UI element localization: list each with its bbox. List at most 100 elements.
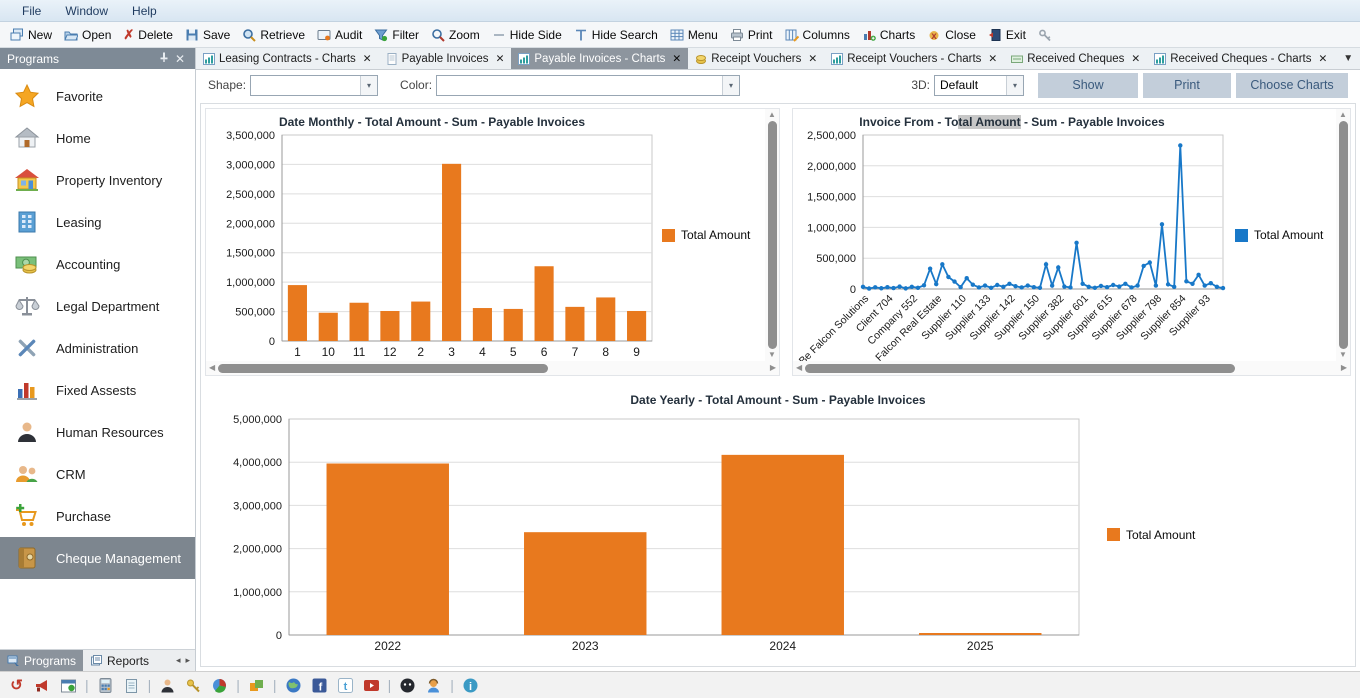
chevron-down-icon[interactable]: ▾ [1006,76,1023,95]
columns-button[interactable]: Columns [779,26,856,44]
tab-payable-invoices[interactable]: Payable Invoices ✕ [379,48,512,69]
layers-icon[interactable] [247,676,266,695]
pie-chart-icon[interactable] [210,676,229,695]
tab-close-icon[interactable]: ✕ [672,53,681,65]
sidebar-item-cheque-management[interactable]: Cheque Management [0,537,195,579]
tab-close-icon[interactable]: ✕ [496,53,505,65]
vertical-scrollbar[interactable]: ▲ ▼ [1336,109,1350,361]
sidebar-item-fixed-assets[interactable]: Fixed Assests [0,369,195,411]
retrieve-button[interactable]: Retrieve [236,26,311,44]
delete-button[interactable]: ✗ Delete [117,25,179,45]
scroll-up-icon[interactable]: ▲ [1339,111,1347,119]
menu-help[interactable]: Help [120,2,169,20]
scrollbar-thumb[interactable] [768,121,777,349]
info-icon[interactable]: i [461,676,480,695]
sidebar-item-administration[interactable]: Administration [0,327,195,369]
selected-text: tal Amount [958,115,1020,129]
scrollbar-thumb[interactable] [1339,121,1348,349]
scroll-right-icon[interactable]: ▶ [770,364,776,372]
scroll-left-icon[interactable]: ◀ [209,364,215,372]
scroll-left-icon[interactable]: ◀ [796,364,802,372]
vertical-scrollbar[interactable]: ▲ ▼ [765,109,779,361]
scrollbar-thumb[interactable] [218,364,548,373]
megaphone-icon[interactable] [33,676,52,695]
tab-close-icon[interactable]: ✕ [988,53,997,65]
chevron-down-icon[interactable]: ▾ [360,76,377,95]
chevron-down-icon[interactable]: ▾ [722,76,739,95]
support-agent-icon[interactable] [424,676,443,695]
scroll-right-icon[interactable]: ▶ [1341,364,1347,372]
sidebar-item-crm[interactable]: CRM [0,453,195,495]
notepad-icon[interactable] [122,676,141,695]
tab-payable-invoices-charts[interactable]: Payable Invoices - Charts ✕ [511,48,688,69]
calendar-icon[interactable] [59,676,78,695]
sidebar-item-home[interactable]: Home [0,117,195,159]
svg-text:0: 0 [276,630,282,642]
sidebar-item-leasing[interactable]: Leasing [0,201,195,243]
youtube-icon[interactable] [362,676,381,695]
tab-receipt-vouchers-charts[interactable]: Receipt Vouchers - Charts ✕ [824,48,1004,69]
threeD-combobox[interactable]: Default ▾ [934,75,1024,96]
hide-side-button[interactable]: Hide Side [486,26,568,44]
show-button[interactable]: Show [1038,73,1138,98]
save-button[interactable]: Save [179,26,236,44]
print-charts-button[interactable]: Print [1143,73,1231,98]
audit-screen-icon [317,28,331,42]
svg-text:1,500,000: 1,500,000 [226,248,275,260]
close-button[interactable]: x Close [921,26,982,44]
print-button[interactable]: Print [724,26,779,44]
menu-window[interactable]: Window [53,2,120,20]
tab-received-cheques[interactable]: Received Cheques ✕ [1004,48,1147,69]
tool-key-button[interactable] [1032,26,1058,44]
scroll-left-icon[interactable]: ◂ [176,655,181,666]
menu-file[interactable]: File [10,2,53,20]
calculator-icon[interactable] [96,676,115,695]
sidebar-item-legal-department[interactable]: Legal Department [0,285,195,327]
new-button[interactable]: New [4,26,58,44]
filter-button[interactable]: Filter [368,26,425,44]
close-panel-icon[interactable]: ✕ [172,52,188,66]
sidebar-item-human-resources[interactable]: Human Resources [0,411,195,453]
horizontal-scrollbar[interactable]: ◀ ▶ [793,361,1350,375]
globe-icon[interactable] [284,676,303,695]
charts-button[interactable]: Charts [856,26,921,44]
person-icon[interactable] [158,676,177,695]
scroll-down-icon[interactable]: ▼ [768,351,776,359]
sidebar-item-accounting[interactable]: Accounting [0,243,195,285]
tab-receipt-vouchers[interactable]: Receipt Vouchers ✕ [688,48,824,69]
zoom-button[interactable]: Zoom [425,26,486,44]
horizontal-scrollbar[interactable]: ◀ ▶ [206,361,779,375]
menu-button[interactable]: Menu [664,26,724,44]
messenger-icon[interactable] [398,676,417,695]
pin-icon[interactable] [156,51,172,66]
audit-button[interactable]: Audit [311,26,368,44]
twitter-icon[interactable]: t [336,676,355,695]
scrollbar-thumb[interactable] [805,364,1235,373]
tab-close-icon[interactable]: ✕ [808,53,817,65]
tab-close-icon[interactable]: ✕ [363,53,372,65]
hide-search-button[interactable]: Hide Search [568,26,664,44]
main-area: Programs ✕ Favorite Home Property Invent… [0,48,1360,671]
svg-text:2025: 2025 [967,639,994,653]
tab-close-icon[interactable]: ✕ [1318,53,1327,65]
sidebar-item-purchase[interactable]: Purchase [0,495,195,537]
tab-received-cheques-charts[interactable]: Received Cheques - Charts ✕ [1147,48,1334,69]
exit-button[interactable]: Exit [982,26,1032,44]
tab-overflow-icon[interactable]: ▼ [1334,48,1360,69]
choose-charts-button[interactable]: Choose Charts [1236,73,1348,98]
tab-reports[interactable]: Reports [83,650,156,671]
tab-close-icon[interactable]: ✕ [1131,53,1140,65]
key-icon[interactable] [184,676,203,695]
shape-combobox[interactable]: ▾ [250,75,378,96]
facebook-icon[interactable]: f [310,676,329,695]
sidebar-item-property-inventory[interactable]: Property Inventory [0,159,195,201]
color-combobox[interactable]: ▾ [436,75,740,96]
open-button[interactable]: Open [58,26,117,44]
tab-programs[interactable]: Programs [0,650,83,671]
sync-icon[interactable]: ↺ [7,676,26,695]
scroll-right-icon[interactable]: ▸ [185,655,190,666]
scroll-up-icon[interactable]: ▲ [768,111,776,119]
sidebar-item-favorite[interactable]: Favorite [0,75,195,117]
tab-leasing-contracts-charts[interactable]: Leasing Contracts - Charts ✕ [196,48,379,69]
scroll-down-icon[interactable]: ▼ [1339,351,1347,359]
